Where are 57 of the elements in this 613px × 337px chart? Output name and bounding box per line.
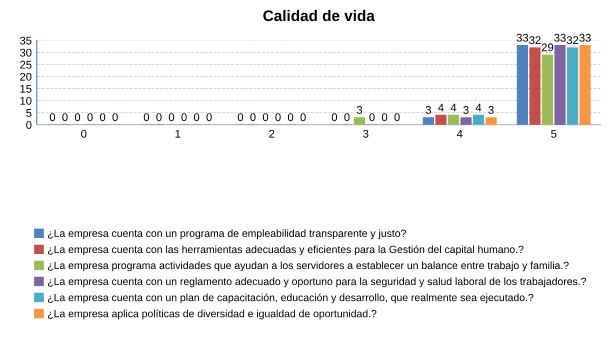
y-tick-label: 25 [20,60,32,69]
data-label: 0 [332,113,338,122]
data-label: 0 [262,113,268,122]
data-label: 33 [579,34,591,42]
data-label: 0 [112,113,118,122]
y-tick-label: 30 [20,48,32,57]
data-label: 4 [450,104,456,112]
data-label: 0 [344,113,350,122]
data-label: 0 [87,113,93,122]
data-label: 0 [50,113,56,122]
data-label: 32 [529,36,541,44]
x-tick-label: 2 [269,130,274,138]
y-tick-label: 20 [20,72,32,81]
data-label: 3 [463,106,469,114]
data-label: 0 [382,113,388,122]
y-tick-label: 5 [26,109,32,117]
data-label: 0 [100,113,106,122]
data-label: 0 [156,113,162,122]
data-label: 0 [275,113,281,122]
y-tick-label: 10 [20,96,32,105]
x-tick-label: 1 [176,130,180,138]
y-tick-label: 35 [20,36,32,45]
data-label: 0 [369,113,375,122]
data-label: 0 [206,113,212,122]
data-label: 0 [181,113,187,122]
legend-label: ¿La empresa aplica políticas de diversidad e igualdad de oportunidad.? [48,310,376,320]
data-label: 33 [554,34,566,42]
x-tick-label: 0 [81,130,86,138]
data-label: 3 [426,106,432,114]
data-label: 33 [516,34,528,42]
chart-title: Calidad de vida [263,10,375,22]
data-label: 4 [438,104,444,112]
legend-label: ¿La empresa cuenta con las herramientas adecuadas y eficientes para la Gestión del capital humano.? [48,245,524,256]
x-tick-label: 5 [551,130,556,138]
y-tick-label: 0 [26,120,32,129]
data-label: 0 [168,113,174,122]
data-label: 29 [542,43,554,52]
data-label: 32 [566,36,578,44]
x-tick-label: 3 [363,130,368,138]
y-tick-label: 15 [20,84,32,93]
legend-label: ¿La empresa cuenta con un plan de capacitación, educación y desarrollo, que realmente sea ejecutado.? [48,293,534,304]
data-label: 4 [476,104,482,112]
data-label: 0 [394,113,400,122]
data-label: 3 [488,106,494,114]
data-label: 0 [300,113,306,122]
legend-label: ¿La empresa cuenta con un programa de empleabilidad transparente y justo? [48,229,406,240]
data-label: 0 [288,113,294,122]
data-label: 0 [238,113,244,122]
data-label: 0 [194,113,200,122]
data-label: 0 [74,113,80,122]
legend-label: ¿La empresa cuenta con un reglamento adecuado y oportuno para la seguridad y salud laboral de los trabajadores.? [48,277,586,288]
legend-label: ¿La empresa programa actividades que ayudan a los servidores a establecer un balance entre trabajo y familia.? [48,261,569,272]
data-label: 0 [62,113,68,122]
x-tick-label: 4 [456,130,463,138]
data-label: 0 [144,113,150,122]
data-label: 0 [250,113,256,122]
data-label: 3 [356,106,362,114]
